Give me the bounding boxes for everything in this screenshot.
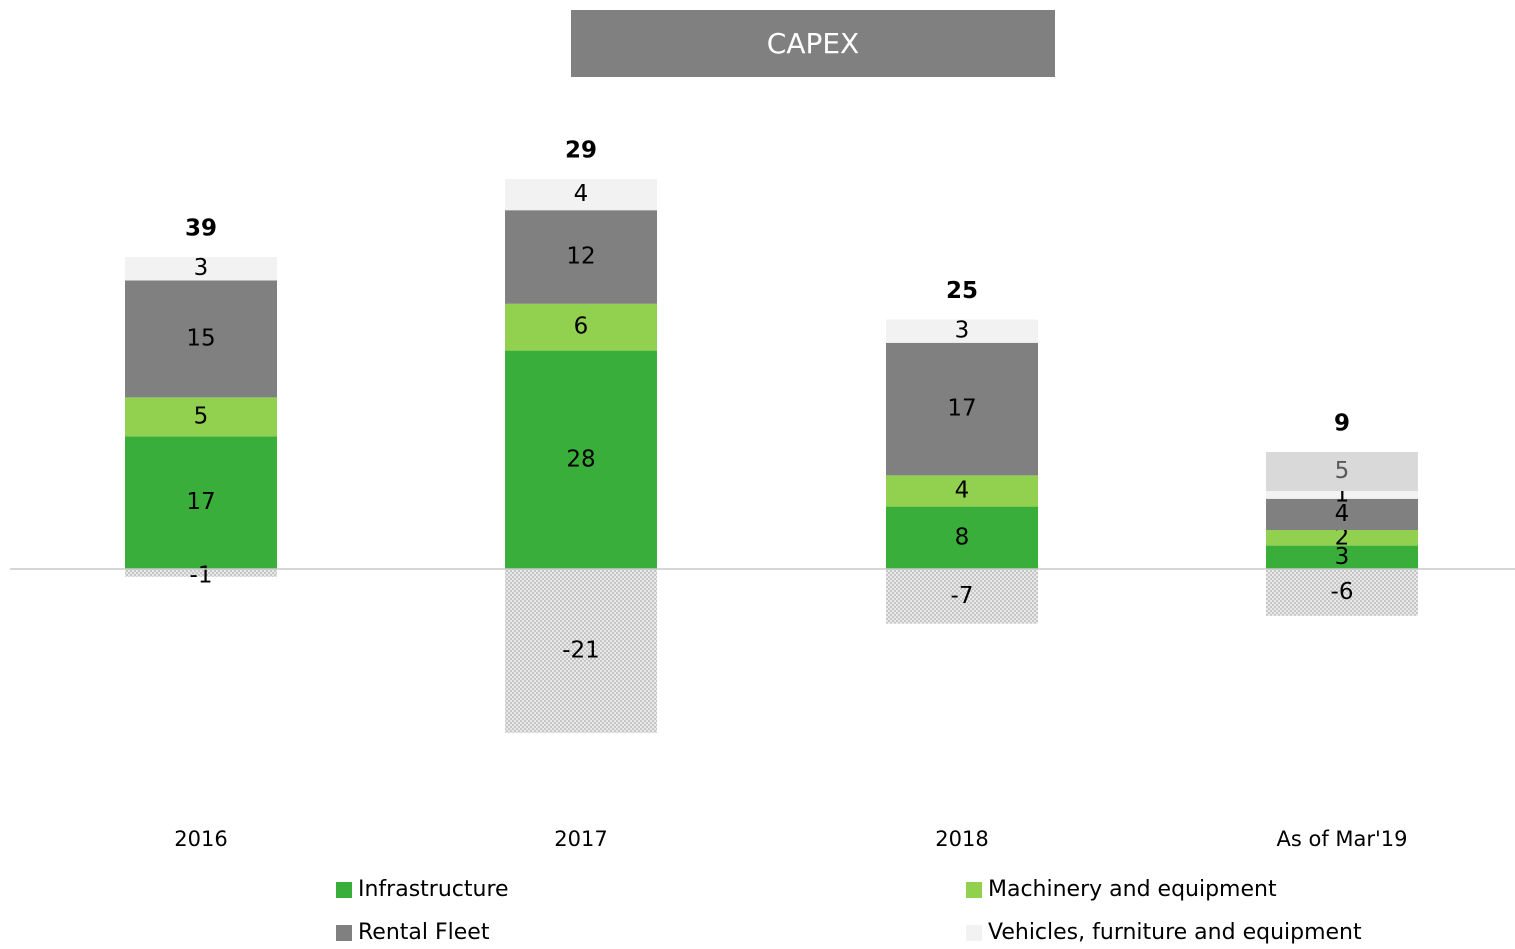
bar-segment <box>505 569 657 733</box>
total-label: 39 <box>185 216 217 242</box>
data-label: 17 <box>947 396 976 422</box>
bar-segment <box>125 280 277 398</box>
bar-segment <box>125 397 277 437</box>
x-tick-label: 2016 <box>174 827 227 851</box>
bar-segment <box>1266 452 1418 491</box>
legend-label: Machinery and equipment <box>988 877 1277 902</box>
total-label: 25 <box>946 278 978 304</box>
bar-segment <box>886 342 1038 476</box>
bar-segment <box>1266 545 1418 569</box>
x-tick-label: 2017 <box>554 827 607 851</box>
bar-segment <box>886 319 1038 343</box>
data-label: 4 <box>955 478 970 504</box>
data-label: 5 <box>1335 458 1350 484</box>
data-label: 4 <box>1335 501 1350 527</box>
data-label: 5 <box>194 403 209 429</box>
x-tick-label: As of Mar'19 <box>1276 827 1407 851</box>
bar-segment <box>505 350 657 569</box>
bar-segment <box>1266 491 1418 499</box>
x-tick-label: 2018 <box>935 827 988 851</box>
bar-segment <box>125 436 277 569</box>
bar-segment <box>886 569 1038 624</box>
data-label: 2 <box>1335 524 1350 550</box>
legend-label: Rental Fleet <box>358 920 490 945</box>
data-label: 3 <box>1335 544 1350 570</box>
data-label: 15 <box>186 325 215 351</box>
legend-label: Infrastructure <box>358 877 509 902</box>
data-label: -1 <box>190 563 213 589</box>
data-label: -7 <box>951 583 974 609</box>
data-label: 6 <box>574 314 589 340</box>
bar-segment <box>505 210 657 304</box>
data-label: 3 <box>955 318 970 344</box>
legend-label: Vehicles, furniture and equipment <box>988 920 1362 945</box>
chart-title: CAPEX <box>767 27 859 60</box>
data-label: 28 <box>566 446 595 472</box>
bar-segment <box>1266 530 1418 546</box>
data-label: 8 <box>955 524 970 550</box>
data-label: -21 <box>562 637 600 663</box>
legend-swatch <box>336 882 352 898</box>
data-label: 17 <box>186 489 215 515</box>
bar-segment <box>886 506 1038 569</box>
total-label: 29 <box>565 138 597 164</box>
bar-segment <box>125 257 277 281</box>
legend-swatch <box>966 925 982 941</box>
data-label: 3 <box>194 255 209 281</box>
bar-segment <box>1266 498 1418 530</box>
data-label: 4 <box>574 181 589 207</box>
bar-segment <box>505 179 657 211</box>
bar-segment <box>505 303 657 351</box>
legend-swatch <box>966 882 982 898</box>
title-box <box>571 10 1055 77</box>
legend-swatch <box>336 925 352 941</box>
data-label: -6 <box>1331 579 1354 605</box>
total-label: 9 <box>1334 411 1350 437</box>
data-label: 12 <box>566 244 595 270</box>
bar-segment <box>1266 569 1418 616</box>
bar-segment <box>125 569 277 577</box>
bar-segment <box>886 475 1038 507</box>
